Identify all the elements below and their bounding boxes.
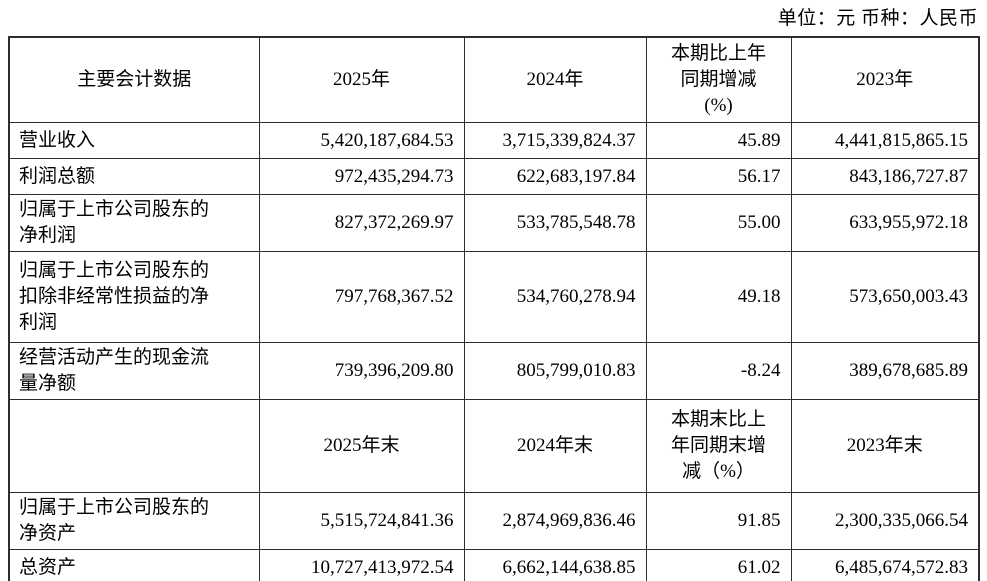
value-change-pct: 61.02 [645,549,792,581]
value-2024: 6,662,144,638.85 [463,549,647,581]
row-label: 归属于上市公司股东的 扣除非经常性损益的净 利润 [8,251,260,343]
column-header-blank [8,399,260,493]
table-row-operating-revenue: 营业收入 5,420,187,684.53 3,715,339,824.37 4… [8,122,980,159]
value-2023: 633,955,972.18 [790,194,980,252]
column-header-2024: 2024年 [463,36,647,123]
table-header-annual: 主要会计数据 2025年 2024年 本期比上年 同期增减 (%) 2023年 [8,36,980,123]
value-change-pct: -8.24 [645,342,792,400]
value-2024: 533,785,548.78 [463,194,647,252]
table-row-net-profit-excl-nonrecurring: 归属于上市公司股东的 扣除非经常性损益的净 利润 797,768,367.52 … [8,251,980,343]
value-change-pct: 91.85 [645,492,792,550]
key-accounting-data-table: 主要会计数据 2025年 2024年 本期比上年 同期增减 (%) 2023年 … [8,36,980,581]
value-2025: 10,727,413,972.54 [258,549,465,581]
table-row-net-profit-attributable: 归属于上市公司股东的 净利润 827,372,269.97 533,785,54… [8,194,980,252]
row-label: 利润总额 [8,158,260,195]
value-2024: 805,799,010.83 [463,342,647,400]
value-2023: 573,650,003.43 [790,251,980,343]
value-2024: 534,760,278.94 [463,251,647,343]
value-2025: 5,515,724,841.36 [258,492,465,550]
column-header-change-pct: 本期比上年 同期增减 (%) [645,36,792,123]
row-label: 归属于上市公司股东的 净资产 [8,492,260,550]
row-label: 营业收入 [8,122,260,159]
value-change-pct: 45.89 [645,122,792,159]
table-row-operating-cash-flow: 经营活动产生的现金流 量净额 739,396,209.80 805,799,01… [8,342,980,400]
value-2023: 6,485,674,572.83 [790,549,980,581]
row-label: 总资产 [8,549,260,581]
value-change-pct: 56.17 [645,158,792,195]
table-row-total-assets: 总资产 10,727,413,972.54 6,662,144,638.85 6… [8,549,980,581]
column-header-2025: 2025年 [258,36,465,123]
value-2023: 389,678,685.89 [790,342,980,400]
column-header-metric: 主要会计数据 [8,36,260,123]
value-2024: 3,715,339,824.37 [463,122,647,159]
table-row-net-assets-attributable: 归属于上市公司股东的 净资产 5,515,724,841.36 2,874,96… [8,492,980,550]
unit-currency-note: 单位：元 币种：人民币 [777,8,978,29]
value-2025: 797,768,367.52 [258,251,465,343]
value-2023: 2,300,335,066.54 [790,492,980,550]
value-2024: 622,683,197.84 [463,158,647,195]
value-2024: 2,874,969,836.46 [463,492,647,550]
table-row-total-profit: 利润总额 972,435,294.73 622,683,197.84 56.17… [8,158,980,195]
value-2023: 4,441,815,865.15 [790,122,980,159]
value-change-pct: 49.18 [645,251,792,343]
row-label: 经营活动产生的现金流 量净额 [8,342,260,400]
column-header-2025-end: 2025年末 [258,399,465,493]
value-2025: 972,435,294.73 [258,158,465,195]
value-2025: 827,372,269.97 [258,194,465,252]
value-2023: 843,186,727.87 [790,158,980,195]
value-2025: 5,420,187,684.53 [258,122,465,159]
column-header-2023: 2023年 [790,36,980,123]
table-header-period-end: 2025年末 2024年末 本期末比上 年同期末增 减（%） 2023年末 [8,399,980,493]
column-header-end-change-pct: 本期末比上 年同期末增 减（%） [645,399,792,493]
column-header-2024-end: 2024年末 [463,399,647,493]
value-2025: 739,396,209.80 [258,342,465,400]
column-header-2023-end: 2023年末 [790,399,980,493]
value-change-pct: 55.00 [645,194,792,252]
row-label: 归属于上市公司股东的 净利润 [8,194,260,252]
